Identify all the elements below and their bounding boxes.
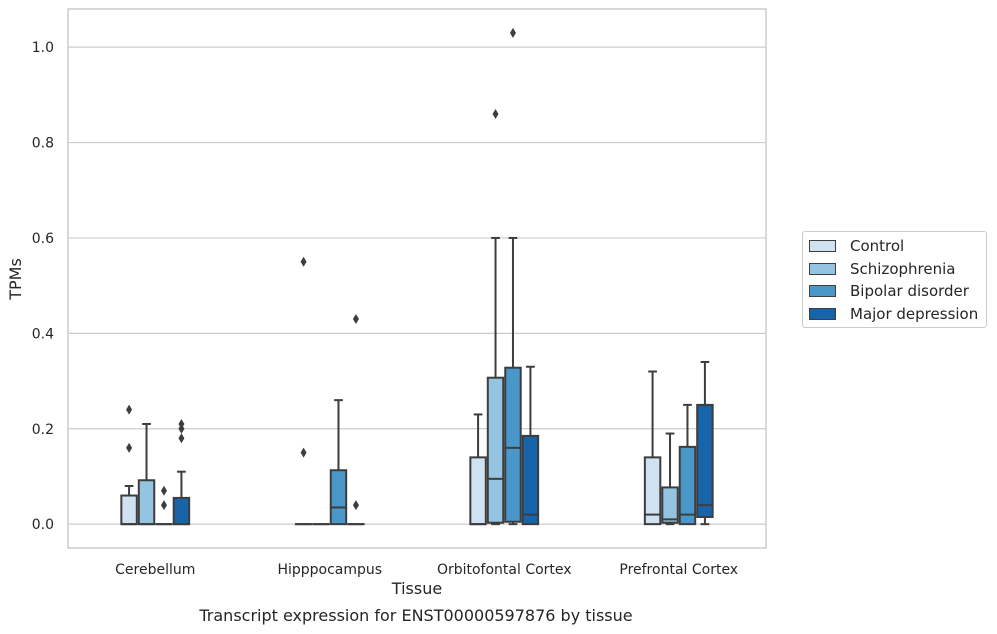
- box-body: [643, 456, 662, 526]
- outlier-point: [300, 256, 307, 267]
- outlier-point: [492, 108, 499, 119]
- box-body: [172, 496, 191, 526]
- box-schizophrenia: [137, 422, 156, 526]
- x-tick-label: Orbitofontal Cortex: [437, 562, 572, 578]
- box-major-depression: [172, 418, 191, 526]
- box-bipolar-disorder: [155, 485, 173, 526]
- x-tick-label: Prefrontal Cortex: [619, 562, 738, 578]
- legend-label: Bipolar disorder: [850, 282, 969, 301]
- x-axis-label: Tissue: [391, 579, 442, 598]
- box-body: [486, 376, 505, 524]
- legend-label: Control: [850, 237, 905, 256]
- legend-label: Schizophrenia: [850, 259, 956, 278]
- outlier-point: [509, 27, 516, 38]
- box-control: [469, 413, 487, 526]
- outlier-point: [178, 433, 185, 444]
- y-tick-label: 0.2: [32, 422, 54, 438]
- legend-item: Major depression: [803, 303, 986, 326]
- box-body: [469, 456, 487, 526]
- legend-item: Bipolar disorder: [803, 280, 986, 303]
- box-control: [643, 370, 662, 526]
- box-schizophrenia: [486, 108, 505, 526]
- box-control: [294, 256, 313, 526]
- legend-swatch: [809, 285, 836, 298]
- y-tick-label: 0.8: [32, 136, 54, 152]
- legend-swatch: [809, 307, 836, 320]
- box-control: [120, 404, 138, 526]
- box-bipolar-disorder: [678, 403, 697, 526]
- box-body: [504, 366, 522, 523]
- outlier-point: [352, 314, 359, 325]
- box-major-depression: [521, 365, 540, 526]
- legend-item: Control: [803, 235, 986, 258]
- box-bipolar-disorder: [329, 399, 348, 526]
- outlier-point: [352, 500, 359, 511]
- x-tick-label: Cerebellum: [115, 562, 195, 578]
- y-tick-label: 0.0: [32, 517, 54, 533]
- box-bipolar-disorder: [504, 27, 522, 526]
- plot-frame: [67, 8, 767, 549]
- box-body: [696, 403, 714, 518]
- chart-caption: Transcript expression for ENST0000059787…: [199, 606, 633, 625]
- y-axis-label: TPMs: [6, 258, 25, 301]
- y-tick-label: 0.6: [32, 231, 54, 247]
- outlier-point: [160, 485, 167, 496]
- box-body: [521, 434, 540, 526]
- box-major-depression: [347, 314, 365, 526]
- legend-label: Major depression: [850, 304, 979, 323]
- outlier-point: [178, 418, 185, 429]
- outlier-point: [300, 447, 307, 458]
- axes: 0.0 0.2 0.4 0.6 0.8 1.0 Cerebellum Hipppocampus…: [32, 8, 767, 578]
- gridlines: [68, 46, 766, 525]
- x-tick-label: Hipppocampus: [277, 562, 382, 578]
- legend-swatch: [809, 262, 836, 275]
- outlier-point: [160, 500, 167, 511]
- legend-swatch: [809, 240, 836, 253]
- legend-item: Schizophrenia: [803, 258, 986, 281]
- box-body: [137, 479, 156, 526]
- outlier-point: [126, 442, 133, 453]
- legend: Control Schizophrenia Bipolar disorder Majo…: [802, 231, 987, 328]
- box-body: [661, 486, 679, 524]
- outlier-point: [126, 404, 133, 415]
- box-major-depression: [696, 360, 714, 526]
- y-tick-label: 0.4: [32, 326, 54, 342]
- box-body: [120, 494, 138, 526]
- box-schizophrenia: [661, 432, 679, 526]
- box-body: [678, 445, 697, 526]
- y-tick-label: 1.0: [32, 40, 54, 56]
- box-body: [329, 469, 348, 526]
- box-groups: [120, 27, 714, 526]
